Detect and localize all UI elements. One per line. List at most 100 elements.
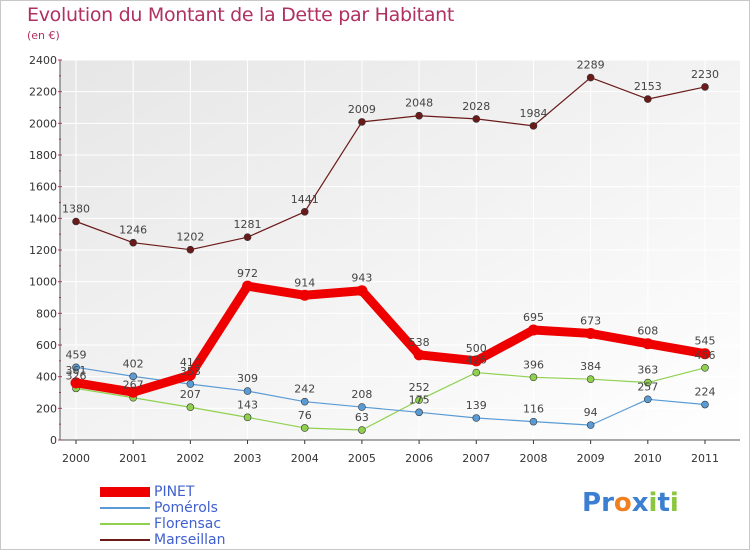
data-point bbox=[184, 369, 196, 381]
y-tick-label: 1400 bbox=[29, 212, 57, 225]
y-tick-label: 0 bbox=[50, 434, 57, 447]
data-label: 545 bbox=[695, 335, 716, 348]
data-label: 1246 bbox=[119, 224, 147, 237]
data-point bbox=[72, 363, 80, 372]
data-point bbox=[586, 421, 595, 429]
data-label: 63 bbox=[355, 411, 369, 424]
logo-letter: r bbox=[601, 488, 614, 518]
data-label: 673 bbox=[580, 314, 601, 327]
data-point bbox=[299, 289, 311, 301]
x-tick-label: 2002 bbox=[176, 452, 204, 465]
data-label: 116 bbox=[523, 403, 544, 416]
data-point bbox=[243, 233, 252, 241]
data-label: 361 bbox=[66, 364, 87, 377]
series-line-florensac bbox=[75, 367, 706, 431]
data-label: 326 bbox=[66, 369, 87, 382]
data-label: 1281 bbox=[234, 218, 262, 231]
data-point bbox=[470, 355, 482, 367]
data-point bbox=[242, 280, 254, 292]
data-label: 914 bbox=[294, 276, 315, 289]
data-label: 2028 bbox=[462, 100, 490, 113]
data-point bbox=[243, 387, 252, 395]
x-tick-label: 2005 bbox=[348, 452, 376, 465]
x-tick-label: 2009 bbox=[577, 452, 605, 465]
data-label: 459 bbox=[66, 348, 87, 361]
data-label: 252 bbox=[409, 381, 430, 394]
data-label: 2153 bbox=[634, 80, 662, 93]
x-tick-label: 2000 bbox=[62, 452, 90, 465]
data-point bbox=[529, 122, 538, 130]
x-tick-label: 2001 bbox=[119, 452, 147, 465]
data-label: 363 bbox=[637, 364, 658, 377]
data-label: 143 bbox=[237, 398, 258, 411]
series-line-marseillan bbox=[75, 76, 706, 251]
data-label: 2289 bbox=[577, 59, 605, 72]
data-label: 695 bbox=[523, 311, 544, 324]
data-label: 207 bbox=[180, 388, 201, 401]
data-label: 242 bbox=[294, 383, 315, 396]
data-point bbox=[358, 118, 366, 126]
data-label: 396 bbox=[523, 358, 544, 371]
data-label: 76 bbox=[298, 409, 312, 422]
legend-item-florensac: Florensac bbox=[100, 516, 225, 532]
data-label: 1380 bbox=[62, 203, 90, 216]
data-point bbox=[186, 245, 195, 254]
data-point bbox=[243, 413, 252, 422]
data-label: 267 bbox=[123, 379, 144, 392]
data-point bbox=[472, 115, 481, 123]
data-point bbox=[644, 95, 652, 103]
legend-swatch-pinet bbox=[100, 487, 150, 497]
data-point bbox=[701, 363, 709, 372]
series-line-pinet bbox=[71, 281, 710, 397]
logo-letter: o bbox=[613, 488, 632, 518]
data-point bbox=[644, 378, 652, 387]
data-label: 538 bbox=[409, 336, 430, 349]
legend-label-marseillan: Marseillan bbox=[154, 532, 226, 548]
data-point bbox=[701, 400, 709, 409]
logo-letter: i bbox=[669, 488, 679, 518]
data-label: 224 bbox=[695, 386, 716, 399]
chart-title: Evolution du Montant de la Dette par Hab… bbox=[27, 4, 455, 26]
data-label: 384 bbox=[580, 360, 601, 373]
logo-letter: P bbox=[582, 488, 602, 518]
x-tick-label: 2008 bbox=[519, 452, 547, 465]
x-tick-label: 2004 bbox=[291, 452, 319, 465]
data-point bbox=[129, 238, 137, 247]
data-label: 2009 bbox=[348, 103, 376, 116]
data-label: 309 bbox=[237, 372, 258, 385]
y-tick-label: 2000 bbox=[29, 117, 57, 130]
data-label: 402 bbox=[123, 357, 144, 370]
x-tick-label: 2010 bbox=[634, 452, 662, 465]
x-tick-label: 2003 bbox=[234, 452, 262, 465]
data-point bbox=[586, 375, 595, 384]
legend-label-pomerols: Pomérols bbox=[154, 500, 218, 516]
y-tick-label: 200 bbox=[36, 402, 57, 415]
legend-swatch-pomerols bbox=[100, 507, 150, 509]
y-tick-label: 1200 bbox=[29, 244, 57, 257]
data-point bbox=[186, 380, 195, 388]
y-tick-label: 1000 bbox=[29, 276, 57, 289]
data-label: 426 bbox=[466, 354, 487, 367]
legend-swatch-florensac bbox=[100, 523, 150, 525]
data-point bbox=[72, 217, 80, 226]
y-tick-label: 400 bbox=[36, 371, 57, 384]
data-point bbox=[300, 208, 309, 216]
y-tick-label: 1800 bbox=[29, 149, 57, 162]
data-label: 608 bbox=[637, 325, 658, 338]
data-point bbox=[586, 73, 595, 82]
chart-legend: PINET Pomérols Florensac Marseillan bbox=[100, 484, 225, 548]
data-point bbox=[585, 327, 597, 339]
data-label: 257 bbox=[637, 380, 658, 393]
data-label: 139 bbox=[466, 399, 487, 412]
legend-swatch-marseillan bbox=[100, 539, 150, 541]
data-point bbox=[356, 285, 368, 297]
data-point bbox=[70, 377, 82, 389]
proxiti-logo: Proxiti bbox=[582, 488, 679, 518]
data-label: 943 bbox=[351, 272, 372, 285]
legend-label-florensac: Florensac bbox=[154, 516, 222, 532]
data-point bbox=[129, 372, 137, 381]
y-tick-label: 800 bbox=[36, 307, 57, 320]
data-point bbox=[644, 395, 652, 404]
data-point bbox=[699, 348, 711, 360]
